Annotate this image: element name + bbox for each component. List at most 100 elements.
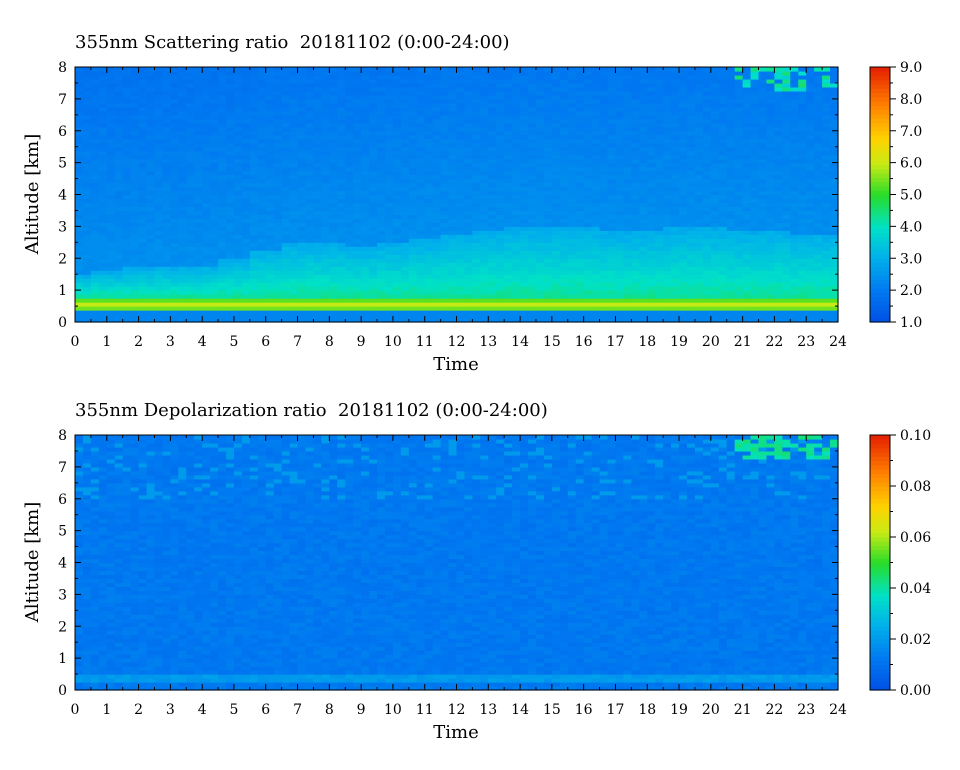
heatmap-cell (647, 274, 656, 279)
heatmap-cell (400, 142, 410, 148)
heatmap-cell (607, 314, 617, 319)
heatmap-cell (488, 82, 497, 88)
heatmap-cell (178, 202, 187, 208)
heatmap-cell (353, 270, 362, 275)
heatmap-cell (464, 266, 473, 271)
heatmap-cell (305, 306, 315, 311)
heatmap-cell (607, 142, 617, 148)
heatmap-cell (98, 174, 108, 180)
heatmap-cell (567, 178, 577, 184)
heatmap-cell (639, 154, 648, 160)
heatmap-cell (75, 170, 84, 176)
heatmap-cell (313, 202, 322, 208)
heatmap-cell (345, 250, 354, 255)
heatmap-cell (408, 282, 418, 287)
heatmap-cell (512, 110, 521, 116)
heatmap-cell (591, 302, 601, 307)
heatmap-cell (679, 294, 688, 299)
heatmap-cell (273, 262, 283, 267)
heatmap-cell (329, 306, 338, 311)
heatmap-cell (90, 266, 100, 271)
heatmap-cell (615, 186, 625, 192)
heatmap-cell (186, 114, 195, 120)
heatmap-cell (551, 318, 561, 323)
heatmap-cell (265, 70, 275, 76)
heatmap-cell (679, 166, 688, 172)
heatmap-cell (591, 114, 601, 120)
heatmap-cell (567, 166, 577, 172)
heatmap-cell (353, 294, 362, 299)
heatmap-cell (98, 254, 108, 259)
heatmap-cell (305, 158, 315, 164)
heatmap-cell (528, 194, 537, 200)
heatmap-cell (631, 86, 640, 92)
heatmap-cell (353, 158, 362, 164)
heatmap-cell (353, 286, 362, 291)
heatmap-cell (663, 282, 672, 287)
heatmap-cell (631, 126, 640, 132)
heatmap-cell (480, 146, 489, 152)
heatmap-cell (639, 266, 648, 271)
heatmap-cell (559, 110, 569, 116)
heatmap-cell (345, 134, 354, 140)
heatmap-cell (369, 82, 378, 88)
heatmap-cell (520, 254, 529, 259)
heatmap-cell (313, 318, 322, 323)
heatmap-cell (146, 142, 156, 148)
heatmap-cell (607, 126, 617, 132)
heatmap-cell (408, 214, 418, 219)
heatmap-cell (496, 310, 505, 315)
heatmap-cell (655, 294, 664, 299)
heatmap-cell (154, 282, 164, 287)
heatmap-cell (90, 67, 100, 72)
heatmap-cell (686, 94, 696, 100)
heatmap-cell (647, 286, 656, 291)
heatmap-cell (146, 130, 156, 136)
heatmap-cell (647, 290, 656, 295)
heatmap-cell (337, 82, 346, 88)
heatmap-cell (520, 118, 529, 124)
heatmap-cell (122, 302, 132, 307)
heatmap-cell (432, 186, 442, 192)
heatmap-cell (98, 270, 108, 275)
heatmap-cell (281, 194, 291, 200)
heatmap-cell (520, 130, 529, 136)
heatmap-cell (130, 178, 140, 184)
heatmap-cell (281, 242, 291, 247)
heatmap-cell (480, 174, 489, 180)
heatmap-cell (202, 282, 211, 287)
heatmap-cell (416, 222, 426, 227)
heatmap-cell (520, 134, 529, 140)
heatmap-cell (535, 254, 545, 259)
heatmap-cell (226, 258, 235, 263)
heatmap-cell (321, 298, 330, 303)
heatmap-cell (599, 182, 609, 188)
heatmap-cell (202, 138, 211, 144)
heatmap-cell (297, 74, 307, 80)
heatmap-cell (241, 290, 251, 295)
heatmap-cell (305, 126, 315, 132)
heatmap-cell (353, 134, 362, 140)
heatmap-cell (281, 78, 291, 84)
heatmap-cell (369, 150, 378, 156)
heatmap-cell (504, 110, 513, 116)
heatmap-cell (265, 238, 275, 243)
heatmap-cell (480, 102, 489, 108)
heatmap-cell (504, 178, 513, 184)
heatmap-cell (226, 206, 235, 212)
heatmap-cell (233, 86, 243, 92)
heatmap-cell (170, 94, 179, 100)
heatmap-cell (456, 218, 466, 223)
heatmap-cell (504, 202, 513, 208)
heatmap-cell (265, 134, 275, 140)
heatmap-cell (106, 86, 116, 92)
heatmap-cell (170, 98, 179, 104)
heatmap-cell (384, 94, 394, 100)
heatmap-cell (647, 222, 656, 227)
heatmap-cell (202, 158, 211, 164)
heatmap-cell (679, 214, 688, 219)
heatmap-cell (392, 190, 402, 196)
heatmap-cell (257, 226, 267, 231)
heatmap-cell (210, 230, 219, 235)
heatmap-cell (210, 114, 219, 120)
